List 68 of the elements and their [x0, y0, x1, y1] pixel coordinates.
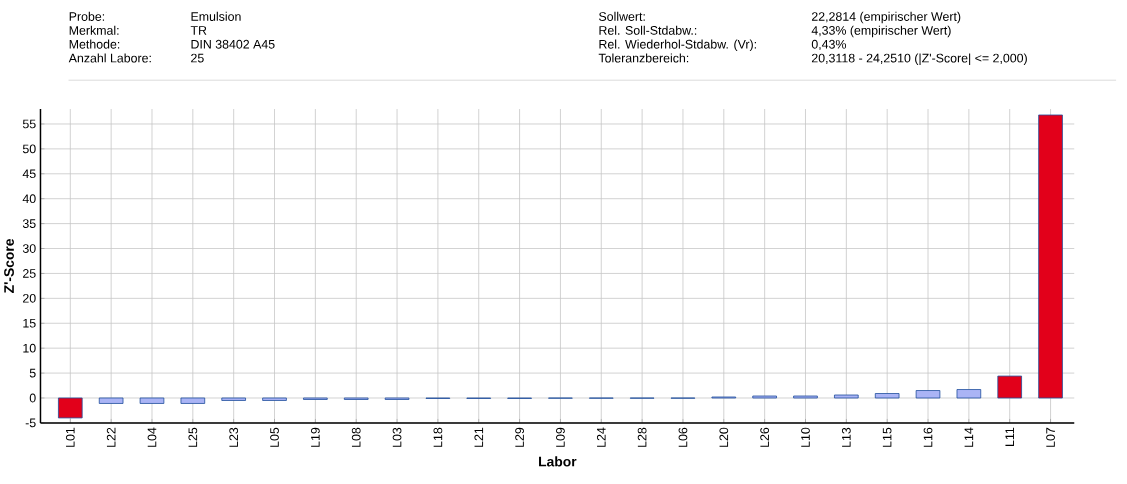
bar [997, 375, 1022, 399]
x-tick-label: L18 [433, 427, 443, 447]
bar [262, 397, 287, 401]
x-tick-label: L19 [310, 427, 320, 447]
text: Toleranzbereich: [598, 53, 689, 63]
bar [874, 393, 900, 399]
x-tick-label: L15 [882, 427, 892, 447]
x-tick-label: L10 [801, 427, 810, 447]
y-tick-label: 30 [22, 244, 36, 253]
y-tick-label: 55 [22, 119, 36, 129]
text: Anzahl Labore: [68, 53, 151, 63]
text: DIN 38402 A45 [191, 39, 275, 49]
x-tick-label: L08 [351, 427, 361, 447]
text: 25 [191, 53, 204, 63]
bar [1038, 114, 1063, 399]
y-tick-label: -5 [25, 418, 36, 428]
x-tick-label: L23 [229, 427, 239, 447]
x-tick-label: L03 [392, 427, 402, 447]
bar [58, 397, 83, 419]
text: 4,33% (empirischer Wert) [811, 25, 951, 38]
text: TR [190, 26, 207, 35]
x-tick-label: L07 [1046, 427, 1055, 447]
text: Rel. Wiederhol-Stdabw. (Vr): [599, 39, 756, 51]
y-tick-label: 40 [22, 194, 36, 203]
x-tick-label: L24 [596, 427, 606, 447]
text: Rel. Soll-Stdabw.: [599, 25, 697, 35]
x-tick-label: L11 [1005, 427, 1014, 446]
x-tick-label: L14 [964, 427, 974, 447]
bar [956, 389, 982, 399]
x-tick-label: L28 [637, 427, 647, 447]
x-tick-label: L20 [719, 427, 729, 447]
y-tick-label: 50 [22, 144, 36, 154]
text: Methode: [69, 39, 120, 49]
x-tick-label: L29 [515, 427, 524, 447]
y-tick-label: 25 [23, 268, 36, 278]
y-tick-label: 5 [29, 368, 36, 378]
x-tick-label: L22 [106, 427, 116, 447]
bar [834, 394, 859, 399]
text: 0,43% [811, 39, 846, 50]
x-tick-label: L26 [760, 427, 770, 447]
y-tick-label: 0 [29, 393, 36, 403]
x-axis-title: Labor [539, 456, 577, 467]
text: Sollwert: [599, 11, 645, 21]
text: 20,3118 - 24,2510 (|Z'-Score| <= 2,000) [811, 53, 1027, 65]
x-tick-label: L09 [556, 427, 565, 447]
x-tick-label: L21 [474, 427, 484, 447]
text: Merkmal: [69, 25, 119, 35]
bar [139, 397, 165, 404]
text: Probe: [69, 11, 105, 21]
y-axis-title: Z'-Score [4, 238, 14, 293]
x-tick-label: L01 [65, 427, 75, 447]
bar [915, 390, 941, 399]
bar [221, 397, 246, 401]
x-tick-label: L04 [147, 427, 157, 447]
x-tick-label: L13 [841, 427, 851, 447]
text: 22,2814 (empirischer Wert) [811, 11, 961, 24]
x-tick-label: L06 [678, 427, 688, 447]
x-tick-label: L16 [923, 427, 933, 447]
y-tick-label: 45 [22, 169, 36, 179]
y-tick-label: 15 [23, 318, 36, 328]
x-tick-label: L05 [270, 427, 279, 447]
bar [98, 397, 124, 404]
x-tick-label: L25 [188, 427, 198, 447]
y-tick-label: 35 [22, 219, 36, 228]
text: Emulsion [191, 11, 241, 21]
bar [180, 397, 206, 404]
y-tick-label: 20 [23, 293, 36, 303]
y-tick-label: 10 [23, 343, 36, 353]
